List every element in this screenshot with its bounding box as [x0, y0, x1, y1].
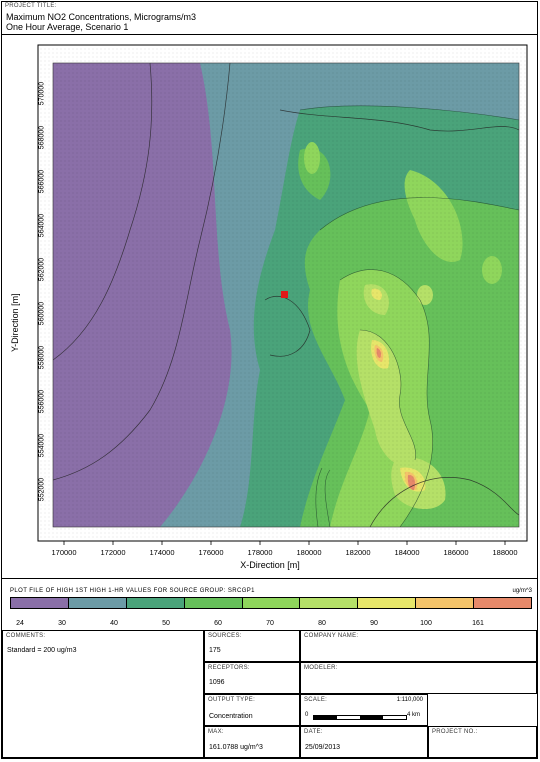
x-tick: 182000 — [345, 548, 371, 557]
y-tick: 562000 — [38, 257, 46, 282]
header-divider — [2, 34, 537, 35]
modeler-label: MODELER: — [304, 665, 338, 671]
x-tick: 184000 — [394, 548, 420, 557]
x-tick: 174000 — [149, 548, 175, 557]
max-label: MAX: — [208, 729, 224, 735]
output-type-label: OUTPUT TYPE: — [208, 697, 256, 703]
y-tick: 570000 — [38, 81, 46, 106]
y-tick: 564000 — [38, 213, 46, 238]
legend-tick: 24 — [16, 620, 24, 627]
output-type-value: Concentration — [209, 713, 253, 720]
receptors-label: RECEPTORS: — [208, 665, 250, 671]
scale-zero: 0 — [305, 712, 309, 718]
y-tick: 568000 — [38, 125, 46, 150]
color-scale-bar — [10, 597, 532, 609]
legend-swatch — [184, 598, 243, 608]
legend-swatch — [126, 598, 185, 608]
project-no-box: PROJECT NO.: — [428, 726, 537, 758]
y-tick: 560000 — [38, 301, 46, 326]
comments-box: COMMENTS: Standard = 200 ug/m3 — [2, 630, 204, 758]
map-subtitle: One Hour Average, Scenario 1 — [6, 22, 129, 32]
comments-label: COMMENTS: — [6, 633, 46, 639]
output-type-box: OUTPUT TYPE: Concentration — [204, 694, 300, 726]
y-tick: 552000 — [38, 477, 46, 502]
legend-swatch — [11, 598, 69, 608]
x-tick: 178000 — [247, 548, 273, 557]
y-axis-label: Y-Direction [m] — [10, 293, 20, 352]
scale-label: SCALE: — [304, 697, 328, 703]
sources-box: SOURCES: 175 — [204, 630, 300, 662]
scale-box: SCALE: 1:110,000 0 4 km — [300, 694, 428, 726]
legend-tick: 161 — [472, 620, 484, 627]
source-marker — [281, 291, 288, 298]
date-value: 25/09/2013 — [305, 744, 341, 751]
legend-units: ug/m^3 — [512, 588, 533, 594]
x-tick: 172000 — [100, 548, 126, 557]
company-label: COMPANY NAME: — [304, 633, 359, 639]
modeler-box: MODELER: — [300, 662, 537, 694]
receptors-box: RECEPTORS: 1096 — [204, 662, 300, 694]
receptors-value: 1096 — [209, 679, 225, 686]
legend-swatch — [242, 598, 301, 608]
legend-swatch — [358, 598, 417, 608]
x-tick: 186000 — [443, 548, 469, 557]
scale-bar — [313, 715, 407, 720]
legend-swatch — [474, 598, 532, 608]
y-tick: 558000 — [38, 345, 46, 370]
scale-ratio: 1:110,000 — [396, 697, 423, 703]
company-box: COMPANY NAME: — [300, 630, 537, 662]
project-title-label: PROJECT TITLE: — [5, 3, 57, 9]
max-box: MAX: 161.0788 ug/m^3 — [204, 726, 300, 758]
legend-divider — [2, 578, 537, 579]
x-tick: 176000 — [198, 548, 224, 557]
legend-swatch — [68, 598, 127, 608]
legend-swatch — [416, 598, 475, 608]
x-tick: 188000 — [492, 548, 518, 557]
map-title: Maximum NO2 Concentrations, Micrograms/m… — [6, 12, 197, 22]
x-axis-label: X-Direction [m] — [240, 560, 300, 570]
legend-tick: 90 — [370, 620, 378, 627]
scale-km: 4 km — [407, 712, 421, 718]
y-tick: 566000 — [38, 169, 46, 194]
legend-tick: 60 — [214, 620, 222, 627]
date-box: DATE: 25/09/2013 — [300, 726, 428, 758]
legend-tick: 100 — [420, 620, 432, 627]
legend-tick: 40 — [110, 620, 118, 627]
legend-title: PLOT FILE OF HIGH 1ST HIGH 1-HR VALUES F… — [10, 588, 255, 594]
legend-tick: 50 — [162, 620, 170, 627]
legend-tick: 30 — [58, 620, 66, 627]
date-label: DATE: — [304, 729, 323, 735]
x-tick: 180000 — [296, 548, 322, 557]
y-tick: 556000 — [38, 389, 46, 414]
legend-swatch — [300, 598, 359, 608]
legend-tick: 70 — [266, 620, 274, 627]
sources-value: 175 — [209, 647, 221, 654]
max-value: 161.0788 ug/m^3 — [209, 744, 263, 751]
legend-tick: 80 — [318, 620, 326, 627]
x-tick: 170000 — [51, 548, 77, 557]
project-header: PROJECT TITLE: Maximum NO2 Concentration… — [2, 2, 536, 34]
y-tick: 554000 — [38, 433, 46, 458]
sources-label: SOURCES: — [208, 633, 242, 639]
comments-value: Standard = 200 ug/m3 — [7, 647, 77, 654]
project-no-label: PROJECT NO.: — [432, 729, 478, 735]
